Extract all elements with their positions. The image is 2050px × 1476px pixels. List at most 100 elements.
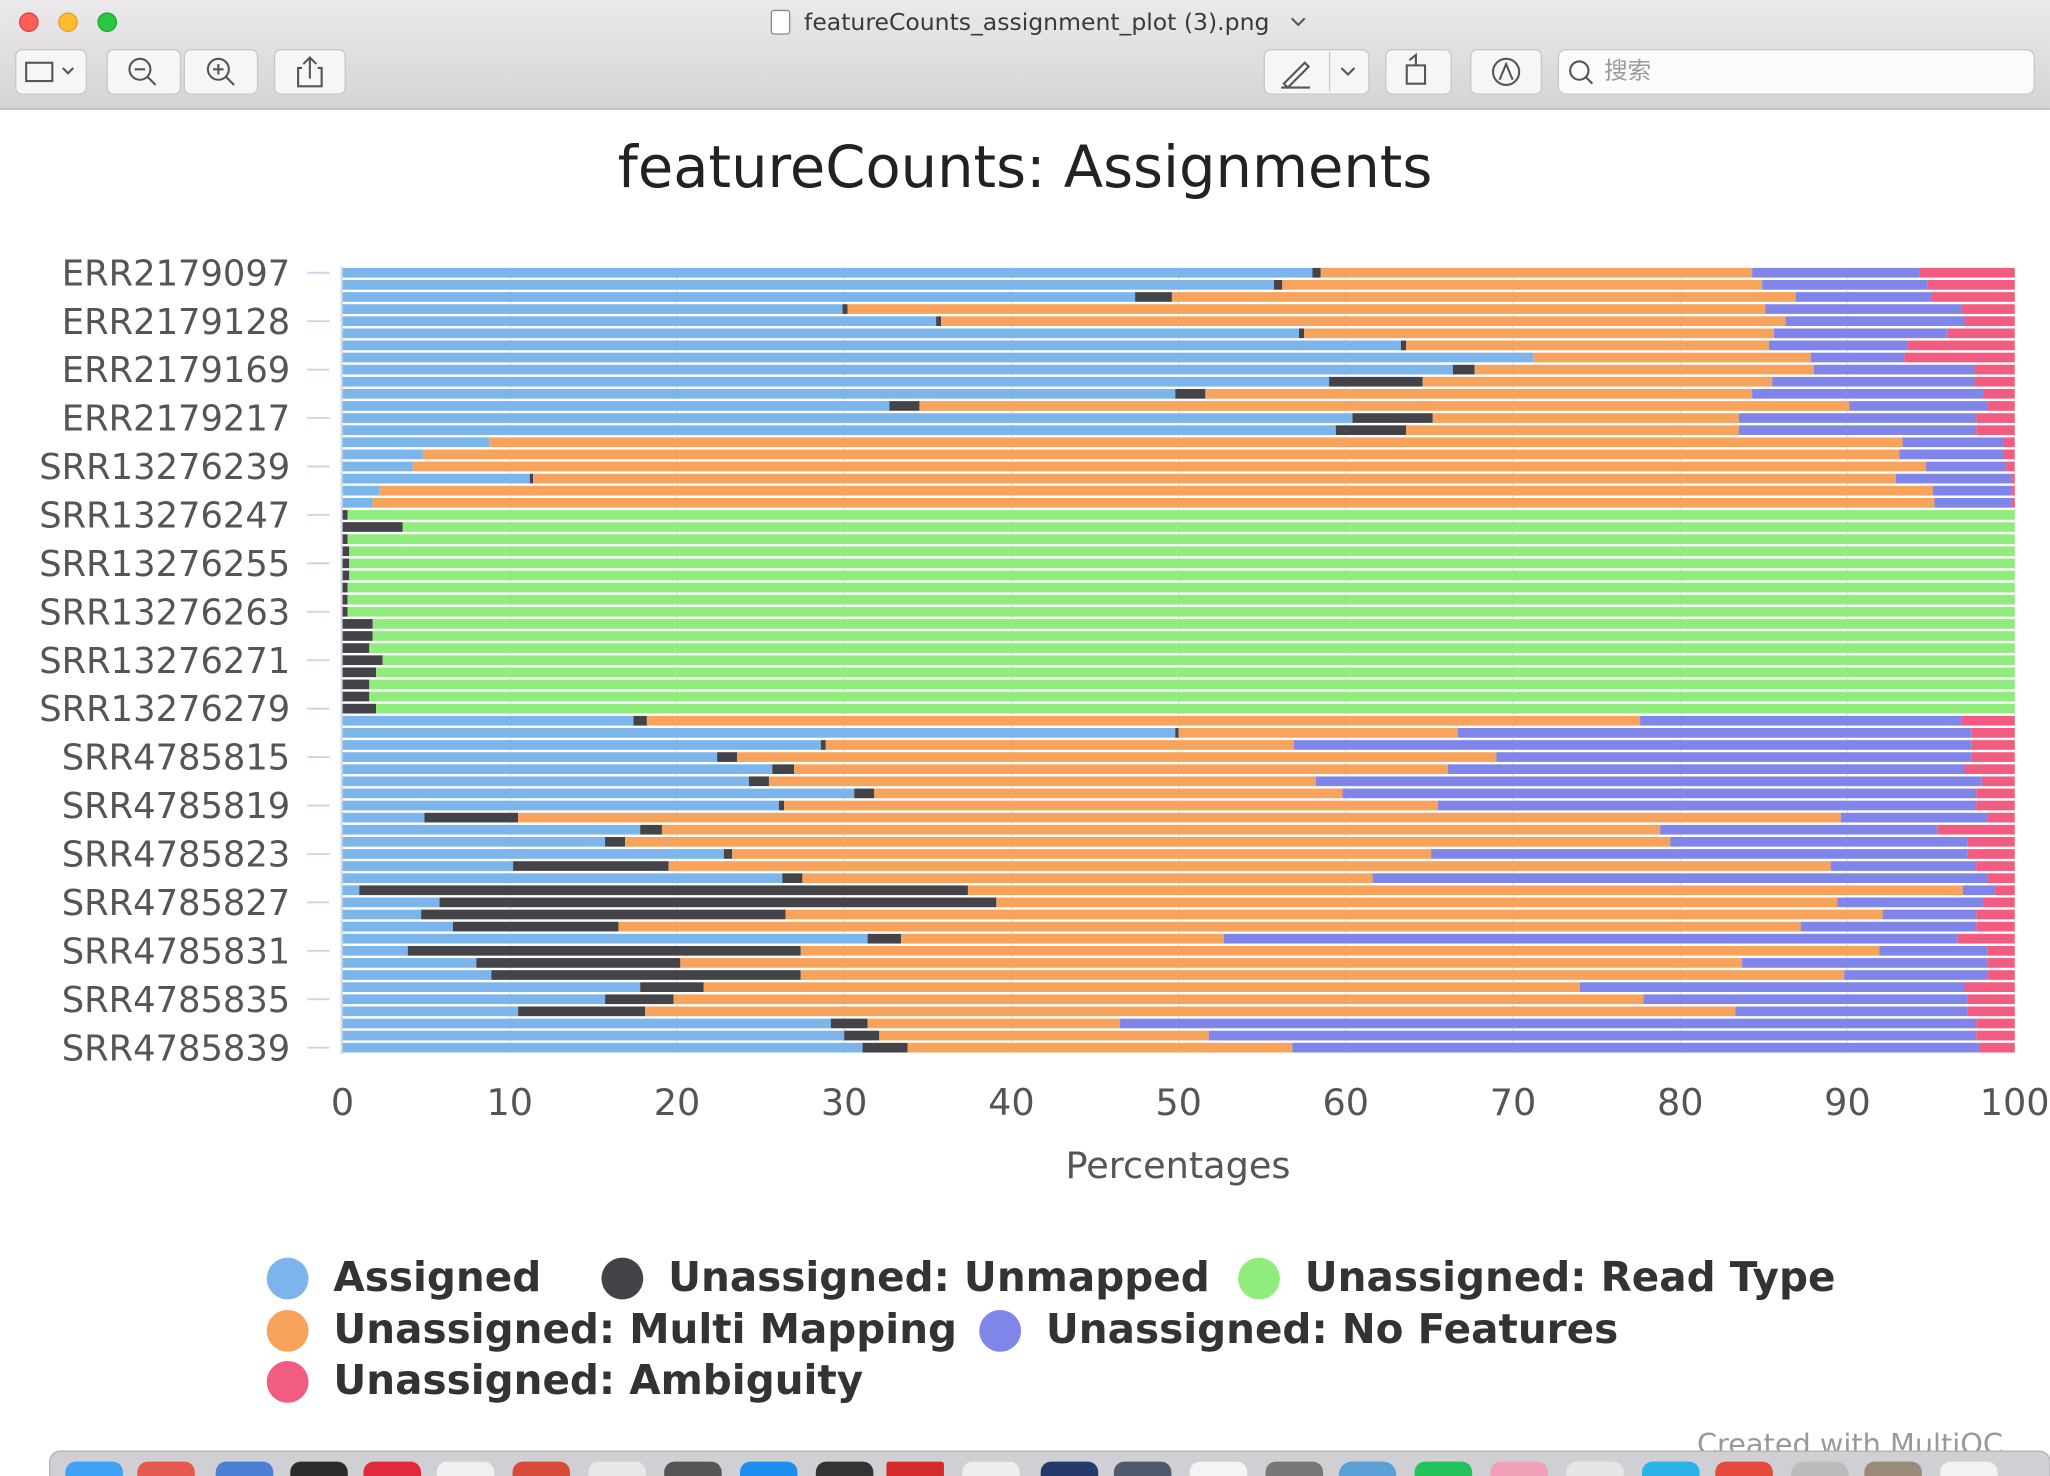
bar-segment: [518, 1006, 646, 1017]
dock-icon[interactable]: [1490, 1461, 1548, 1476]
bar-segment: [452, 921, 619, 932]
legend-label: Unassigned: No Features: [1046, 1305, 1618, 1353]
bar-segment: [342, 582, 348, 593]
dock-icon[interactable]: [1189, 1461, 1248, 1476]
dock-icon[interactable]: [588, 1461, 646, 1476]
bar-segment: [732, 849, 1432, 859]
minimize-button[interactable]: [58, 12, 78, 33]
dock-icon[interactable]: [1414, 1461, 1473, 1476]
dock-icon[interactable]: [740, 1461, 798, 1476]
zoom-button[interactable]: [97, 12, 118, 33]
dock-icon[interactable]: [1642, 1461, 1700, 1476]
close-button[interactable]: [18, 12, 39, 33]
title-menu-chevron[interactable]: [1290, 17, 1306, 27]
bar-segment: [802, 873, 1373, 884]
dock-icon[interactable]: [1338, 1461, 1397, 1476]
bar-segment: [347, 582, 2015, 593]
bar-segment: [1768, 340, 1908, 351]
bar-segment: [347, 510, 2015, 520]
bar-segment: [1967, 994, 2015, 1005]
bar-segment: [1335, 425, 1407, 436]
bar-segment: [723, 849, 733, 859]
bar-segment: [1452, 364, 1475, 375]
x-axis-label: Percentages: [1065, 1144, 1290, 1187]
x-tick-label: 40: [988, 1081, 1035, 1124]
dock-icon[interactable]: [215, 1461, 274, 1476]
bar-segment: [1932, 485, 2012, 496]
bar-segment: [1293, 740, 1972, 750]
bar-segment: [1976, 413, 2015, 423]
bar-segment: [349, 558, 2015, 569]
bar-segment: [1926, 461, 2007, 472]
legend-label: Assigned: [333, 1253, 541, 1301]
bar-segment: [1765, 304, 1962, 314]
rotate-button[interactable]: [1385, 49, 1452, 95]
bar-segment: [1987, 401, 2015, 411]
bar-segment: [1844, 970, 1988, 980]
dock-icon[interactable]: [962, 1461, 1020, 1476]
y-tick-label: SRR4785815: [62, 738, 291, 779]
bar-segment: [1810, 352, 1905, 363]
x-tick-label: 70: [1490, 1081, 1537, 1124]
markup-button[interactable]: [1263, 49, 1370, 95]
dock-icon[interactable]: [1566, 1461, 1624, 1476]
bar-segment: [342, 643, 370, 653]
dock-icon[interactable]: [886, 1461, 944, 1476]
zoom-in-button[interactable]: [183, 49, 259, 95]
annotate-button[interactable]: [1470, 49, 1543, 95]
bar-segment: [342, 631, 373, 641]
bar-segment: [1904, 352, 2015, 363]
bar-segment: [342, 473, 530, 484]
bar-segment: [342, 655, 383, 666]
dock-icon[interactable]: [512, 1461, 571, 1476]
dock-icon[interactable]: [1040, 1461, 1099, 1476]
dock-icon[interactable]: [137, 1461, 195, 1476]
bar-segment: [342, 449, 423, 460]
bar-segment: [1474, 364, 1815, 375]
dock-icon[interactable]: [1864, 1461, 1922, 1476]
dock-icon[interactable]: [664, 1461, 722, 1476]
x-tick-label: 50: [1155, 1081, 1202, 1124]
bar-segment: [1273, 280, 1283, 290]
bar-segment: [1205, 388, 1753, 399]
sidebar-button[interactable]: [15, 49, 87, 95]
dock-icon[interactable]: [1715, 1461, 1773, 1476]
bar-segment: [1406, 340, 1769, 351]
bar-segment: [376, 667, 2015, 678]
dock-icon[interactable]: [1940, 1461, 1998, 1476]
bar-segment: [476, 958, 681, 968]
bar-segment: [783, 800, 1438, 811]
bar-segment: [342, 352, 1534, 363]
legend-marker: [979, 1309, 1022, 1352]
y-tick-label: SRR13276255: [39, 544, 290, 585]
bar-segment: [342, 679, 370, 690]
dock-icon[interactable]: [1791, 1461, 1849, 1476]
bar-segment: [1895, 473, 2012, 484]
zoom-out-button[interactable]: [106, 49, 182, 95]
window-title[interactable]: featureCounts_assignment_plot (3).png: [804, 8, 1269, 36]
dock-icon[interactable]: [65, 1461, 123, 1476]
bar-segment: [1660, 824, 1938, 835]
bar-segment: [1974, 364, 2015, 375]
bar-segment: [1947, 328, 2015, 339]
bar-segment: [1171, 292, 1796, 302]
bar-segment: [1579, 982, 1965, 992]
bar-segment: [633, 715, 647, 726]
bar-segment: [785, 909, 1883, 920]
dock-icon[interactable]: [290, 1461, 348, 1476]
bar-segment: [342, 388, 1176, 399]
bar-segment: [342, 1006, 519, 1017]
bar-segment: [1964, 764, 2015, 775]
bar-segment: [2011, 497, 2015, 508]
bar-segment: [376, 703, 2015, 714]
dock-icon[interactable]: [815, 1461, 874, 1476]
bar-segment: [1927, 280, 2015, 290]
dock-icon[interactable]: [363, 1461, 422, 1476]
dock-icon[interactable]: [1265, 1461, 1324, 1476]
search-placeholder: 搜索: [1604, 56, 1651, 84]
bar-segment: [1976, 921, 2015, 932]
bar-segment: [342, 849, 724, 859]
dock-icon[interactable]: [436, 1461, 495, 1476]
search-field[interactable]: [1557, 49, 2035, 95]
dock-icon[interactable]: [1113, 1461, 1172, 1476]
